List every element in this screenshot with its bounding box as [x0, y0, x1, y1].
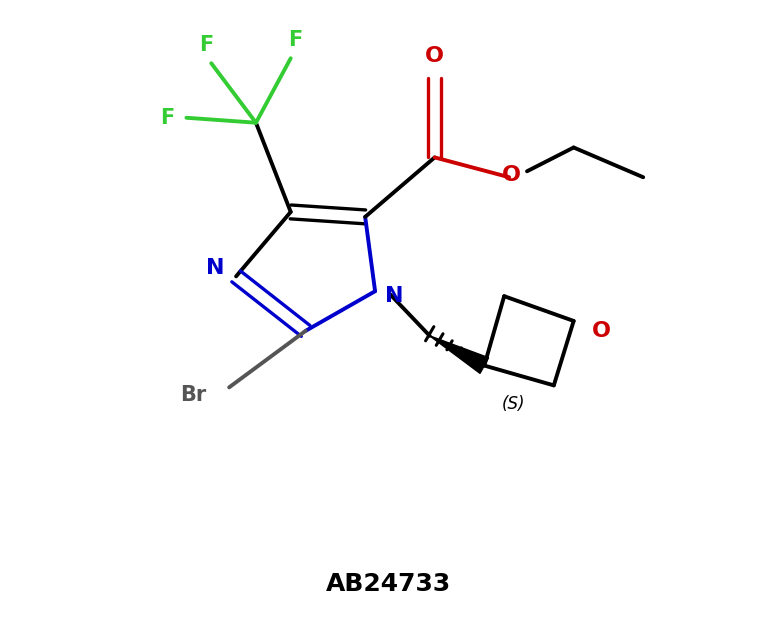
Text: F: F	[199, 35, 214, 56]
Text: O: O	[591, 321, 611, 341]
Text: O: O	[425, 46, 444, 66]
Text: O: O	[502, 165, 521, 186]
Text: (S): (S)	[502, 395, 526, 413]
Text: N: N	[385, 286, 403, 306]
Polygon shape	[430, 336, 489, 374]
Text: Br: Br	[180, 386, 207, 405]
Text: N: N	[206, 259, 225, 278]
Text: F: F	[288, 30, 303, 50]
Text: F: F	[160, 108, 175, 127]
Text: AB24733: AB24733	[326, 572, 451, 596]
